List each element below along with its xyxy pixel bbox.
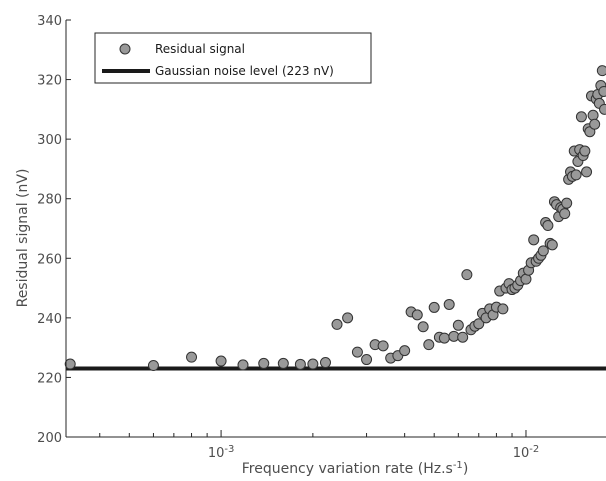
scatter-point xyxy=(277,357,289,369)
scatter-point xyxy=(331,318,343,330)
x-axis-label: Frequency variation rate (Hz.s-1) xyxy=(242,460,469,478)
scatter-point xyxy=(443,298,455,310)
scatter-point xyxy=(64,358,76,370)
scatter-point xyxy=(520,273,532,285)
scatter-point xyxy=(438,332,450,344)
scatter-point xyxy=(342,312,354,324)
x-tick-label: 10-2 xyxy=(513,444,540,462)
scatter-point xyxy=(399,345,411,357)
scatter-point xyxy=(473,318,485,330)
x-axis-label-superscript: -1 xyxy=(453,460,463,471)
y-tick-label: 220 xyxy=(37,371,62,386)
scatter-point xyxy=(542,220,554,232)
y-tick-label: 320 xyxy=(37,74,62,89)
x-tick-label: 10-3 xyxy=(208,444,235,462)
scatter-point xyxy=(417,321,429,333)
scatter-point xyxy=(428,301,440,313)
y-axis-label: Residual signal (nV) xyxy=(15,169,31,308)
scatter-point xyxy=(559,208,571,220)
plot-area xyxy=(64,65,606,372)
scatter-point xyxy=(377,340,389,352)
scatter-point xyxy=(351,346,363,358)
scatter-point xyxy=(579,145,591,157)
x-axis-label-main: Frequency variation rate (Hz.s xyxy=(242,461,453,477)
scatter-point xyxy=(598,85,606,97)
x-axis-label-suffix: ) xyxy=(463,461,468,477)
scatter-point xyxy=(599,103,606,115)
scatter-point xyxy=(581,166,593,178)
scatter-point xyxy=(361,354,373,366)
legend: Residual signal Gaussian noise level (22… xyxy=(94,32,372,84)
scatter-point xyxy=(596,65,606,77)
legend-label-residual: Residual signal xyxy=(155,42,245,56)
y-tick-label: 280 xyxy=(37,193,62,208)
scatter-point xyxy=(307,358,319,370)
scatter-point xyxy=(461,269,473,281)
scatter-point xyxy=(546,239,558,251)
scatter-point xyxy=(497,303,509,315)
y-tick-label: 340 xyxy=(37,14,62,29)
scatter-point xyxy=(319,357,331,369)
scatter-point xyxy=(237,359,249,371)
y-tick-label: 240 xyxy=(37,312,62,327)
scatter-point xyxy=(411,309,423,321)
scatter-point xyxy=(537,245,549,257)
scatter-point xyxy=(528,234,540,246)
scatter-point xyxy=(186,351,198,363)
legend-box xyxy=(94,32,372,84)
legend-label-noise: Gaussian noise level (223 nV) xyxy=(155,64,334,78)
axes: 200 220 240 260 280 300 320 340 10-3 10-2 xyxy=(37,14,606,461)
scatter-point xyxy=(215,355,227,367)
scatter-point xyxy=(423,339,435,351)
scatter-point xyxy=(294,358,306,370)
scatter-point xyxy=(587,109,599,121)
scatter-point xyxy=(258,357,270,369)
scatter-point xyxy=(452,319,464,331)
scatter-point xyxy=(589,118,601,130)
y-tick-label: 300 xyxy=(37,133,62,148)
scatter-point xyxy=(561,197,573,209)
y-tick-label: 260 xyxy=(37,252,62,267)
scatter-point xyxy=(575,111,587,123)
scatter-point xyxy=(570,169,582,181)
legend-marker-residual xyxy=(119,43,131,55)
scatter-point xyxy=(457,331,469,343)
scatter-point xyxy=(147,360,159,372)
y-tick-label: 200 xyxy=(37,431,62,446)
